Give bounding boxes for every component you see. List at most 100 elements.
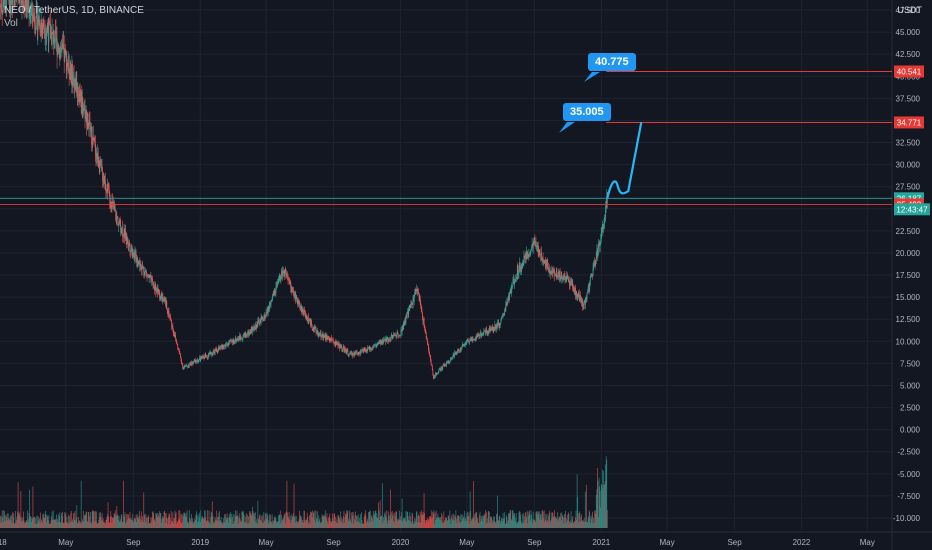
volume-bar — [28, 519, 29, 528]
volume-bar — [350, 519, 351, 528]
volume-bar — [341, 519, 343, 528]
volume-bar — [326, 513, 328, 528]
candle-body — [445, 364, 446, 365]
volume-bar — [309, 515, 310, 528]
candle-body — [474, 339, 475, 340]
candle-body — [34, 23, 36, 30]
volume-bar — [152, 511, 154, 528]
candle-body — [379, 340, 381, 342]
candle-body — [70, 73, 72, 82]
volume-bar — [346, 510, 348, 528]
volume-bar — [149, 523, 151, 528]
volume-bar — [150, 517, 152, 528]
candle-body — [280, 276, 282, 280]
candle-body — [470, 337, 472, 340]
candle-body — [98, 166, 100, 167]
candle-body — [121, 227, 123, 236]
candle-body — [79, 90, 80, 102]
volume-bar — [256, 523, 258, 528]
volume-bar — [362, 523, 364, 528]
candle-body — [102, 180, 104, 182]
candle-body — [509, 292, 511, 299]
candle-body — [251, 327, 253, 333]
volume-bar — [351, 523, 353, 528]
candle-body — [528, 254, 530, 256]
volume-bar — [314, 510, 316, 528]
candle-body — [538, 251, 540, 255]
volume-bar — [194, 519, 196, 528]
candle-body — [395, 335, 397, 337]
candle-body — [65, 50, 67, 54]
volume-bar — [340, 516, 342, 528]
candle-body — [5, 0, 7, 10]
candle-body — [317, 330, 319, 336]
volume-bar — [34, 523, 36, 528]
volume-bar — [225, 514, 226, 528]
volume-bar — [480, 521, 481, 528]
volume-bar — [378, 502, 379, 528]
candle-body — [138, 261, 140, 266]
volume-bar — [333, 521, 334, 528]
candle-body — [88, 119, 90, 127]
candle-body — [567, 277, 569, 282]
volume-bar — [210, 511, 212, 528]
candle-body — [494, 324, 496, 327]
candle-body — [510, 289, 512, 294]
candle-body — [526, 252, 528, 257]
candle-body — [543, 261, 545, 263]
volume-bar — [525, 512, 527, 528]
volume-bar — [423, 493, 425, 528]
y-tick-label: 15.000 — [896, 293, 921, 302]
volume-bar — [299, 510, 300, 528]
volume-bar — [64, 512, 66, 528]
candle-body — [543, 261, 545, 263]
volume-bar — [564, 513, 565, 528]
callout-target-upper[interactable]: 40.775 — [588, 53, 636, 71]
volume-bar — [578, 522, 580, 528]
candle-body — [477, 333, 479, 335]
volume-bar — [22, 520, 23, 528]
volume-bar — [6, 520, 8, 528]
volume-bar — [253, 516, 255, 528]
volume-bar — [388, 516, 390, 528]
candle-body — [258, 320, 260, 324]
volume-bar — [7, 513, 9, 528]
volume-bar — [592, 523, 594, 528]
volume-bar — [431, 510, 433, 528]
candle-body — [82, 108, 84, 111]
volume-bar — [299, 515, 301, 528]
candle-body — [453, 354, 455, 357]
volume-bar — [426, 517, 428, 528]
candle-body — [598, 245, 599, 249]
volume-bar — [68, 522, 70, 528]
volume-bar — [386, 510, 388, 528]
volume-bar — [59, 512, 61, 528]
candle-body — [578, 294, 580, 296]
volume-bar — [502, 521, 503, 528]
candle-body — [329, 340, 331, 342]
volume-bar — [122, 521, 124, 528]
volume-bar — [556, 518, 558, 528]
candle-body — [256, 324, 258, 326]
callout-target-lower[interactable]: 35.005 — [563, 103, 611, 121]
candle-body — [596, 249, 598, 254]
candle-body — [544, 260, 546, 266]
volume-bar — [25, 522, 27, 528]
volume-bar — [51, 516, 52, 528]
volume-indicator-label[interactable]: Vol — [4, 18, 18, 29]
candle-body — [346, 350, 348, 354]
volume-bar — [323, 515, 325, 528]
candle-body — [376, 345, 378, 347]
candle-body — [76, 82, 78, 97]
volume-bar — [161, 518, 163, 528]
candle-body — [0, 4, 1, 6]
candle-body — [235, 337, 237, 342]
volume-bar — [211, 501, 213, 528]
candle-body — [118, 222, 120, 224]
candle-body — [387, 338, 389, 340]
volume-bar — [469, 523, 470, 528]
candle-body — [334, 343, 336, 345]
volume-bar — [479, 514, 480, 528]
candle-body — [527, 254, 529, 257]
